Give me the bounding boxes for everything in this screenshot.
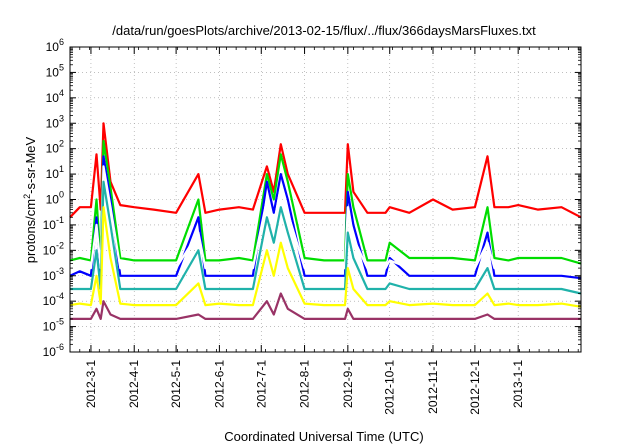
- x-tick-label: 2012-8-1: [298, 360, 312, 408]
- y-axis: 10-6 10-5 10-4 10-3 10-2 10-1 100 101 102 103 104 1…: [43, 37, 581, 359]
- y-axis-title-tail: -s-sr-MeV: [23, 136, 38, 193]
- y-tick-label: 101: [46, 164, 64, 181]
- y-tick-label: 106: [46, 37, 64, 54]
- grid-lines: [70, 47, 581, 352]
- y-tick-label: 10-1: [43, 215, 64, 232]
- x-tick-label: 2012-3-1: [84, 360, 98, 408]
- x-tick-label: 2012-7-1: [254, 360, 268, 408]
- y-tick-label: 10-5: [43, 317, 64, 334]
- x-tick-label: 2012-5-1: [169, 360, 183, 408]
- series-line: [69, 122, 582, 219]
- x-axis: 2012-3-1 2012-4-1 2012-5-1 2012-6-1 2012-7-1…: [69, 47, 579, 415]
- x-tick-label: 2012-12-1: [468, 360, 482, 415]
- y-tick-label: 103: [46, 113, 64, 130]
- y-axis-title: protons/cm2-s-sr-MeV: [22, 136, 38, 263]
- series-line: [70, 292, 581, 320]
- x-axis-title: Coordinated Universal Time (UTC): [224, 429, 423, 444]
- y-tick-label: 10-4: [43, 291, 64, 308]
- x-tick-label: 2012-6-1: [212, 360, 226, 408]
- x-tick-label: 2013-1-1: [511, 360, 525, 408]
- y-tick-label: 105: [46, 62, 64, 79]
- y-tick-label: 10-3: [43, 266, 64, 283]
- x-tick-label: 2012-4-1: [127, 360, 141, 408]
- chart-title: /data/run/goesPlots/archive/2013-02-15/f…: [112, 23, 536, 38]
- x-tick-label: 2012-11-1: [426, 360, 440, 414]
- x-tick-label: 2012-9-1: [341, 360, 355, 408]
- y-axis-title-main: protons/cm: [23, 199, 38, 263]
- series-line: [69, 139, 582, 265]
- y-axis-title-superscript: 2: [22, 194, 32, 199]
- y-tick-label: 100: [46, 190, 64, 207]
- series-line: [70, 180, 582, 295]
- y-tick-label: 104: [46, 88, 64, 105]
- y-tick-label: 102: [46, 139, 64, 156]
- y-tick-label: 10-6: [43, 342, 64, 359]
- series-layer: [69, 122, 582, 320]
- x-tick-label: 2012-10-1: [383, 360, 397, 415]
- y-tick-label: 10-2: [43, 240, 64, 257]
- series-line: [70, 165, 582, 273]
- series-line: [69, 206, 582, 308]
